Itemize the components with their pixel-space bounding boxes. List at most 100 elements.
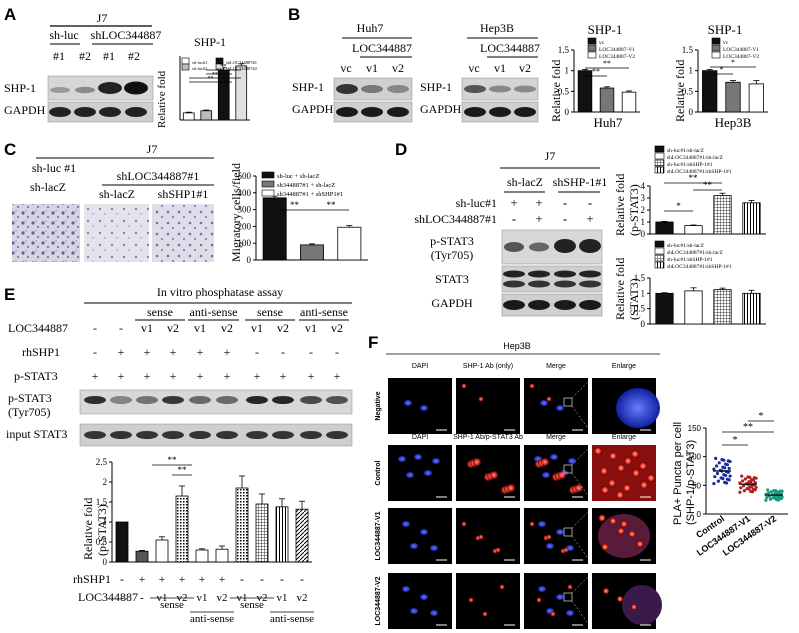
panel-b: B Huh7 LOC344887 vc v1 v2 SHP-1 GAPDH He… (288, 5, 768, 130)
lane-label: v2 (519, 61, 531, 75)
legend-label: vc (723, 40, 729, 46)
panel-f: F Hep3B DAPI SHP-1 Ab (only) Merge EnlargeD… (368, 333, 788, 630)
pla-punctum (495, 547, 501, 553)
y-axis-label: (SHP-1/p-STAT3) (685, 440, 697, 525)
legend-swatch (711, 51, 721, 59)
microscopy-grid: DAPI SHP-1 Ab (only) Merge Enlarge DAPI SHP-1… (375, 363, 662, 630)
pla-punctum (482, 611, 488, 617)
y-axis-label: Relative fold (81, 498, 95, 560)
band (300, 396, 322, 404)
legend-swatch (654, 152, 665, 160)
cell-line-label: J7 (545, 149, 556, 163)
zoom-line (571, 572, 593, 594)
y-tick-label: 1.5 (96, 497, 108, 507)
data-point (779, 497, 783, 501)
col-label: sh-lacZ (507, 175, 543, 189)
legend-label: shLOC344887#1/sh-lacZ (667, 250, 724, 256)
bar (748, 83, 764, 113)
column-title: Enlarge (612, 363, 636, 370)
legend-swatch (587, 37, 597, 45)
data-point (727, 478, 731, 482)
bar (255, 503, 269, 563)
pla-punctum (563, 547, 569, 553)
band (162, 431, 184, 439)
data-point (712, 467, 716, 471)
lane-label: vc (468, 61, 479, 75)
cell-line-label: J7 (97, 11, 108, 25)
row-label: rhSHP1 (22, 345, 60, 359)
band (162, 396, 184, 404)
legend-swatch (587, 51, 597, 59)
nucleus (540, 400, 548, 406)
nucleus (568, 458, 576, 464)
group-header: anti-sense (300, 305, 348, 319)
lane-label: v1 (366, 61, 378, 75)
data-point (715, 464, 719, 468)
nucleus (420, 405, 428, 411)
blot-bands (84, 396, 348, 439)
condition-grid: sense anti-sense sense anti-sense - - v1 v2 v1 v2… (92, 305, 349, 383)
legend-swatch (654, 166, 665, 174)
nucleus (410, 608, 418, 614)
data-point (774, 489, 778, 493)
lane-label: vc (340, 61, 351, 75)
blot-label: SHP-1 (420, 80, 452, 94)
lane-label: v2 (392, 61, 404, 75)
legend-swatch (654, 247, 665, 255)
condition-cell: - (93, 345, 97, 359)
migration-image-1 (12, 204, 80, 262)
y-axis-label: Relative fold (613, 258, 627, 320)
data-point (748, 475, 752, 479)
bottom-loc: v1 (277, 592, 288, 604)
bar (742, 202, 761, 235)
significance-label: ** (168, 455, 178, 465)
western-blot-stat3 (501, 265, 603, 293)
column-title: SHP-1 Ab (only) (463, 363, 513, 370)
nucleus (430, 545, 438, 551)
legend-label: shLOC344887#1/sh-lacZ (667, 155, 724, 161)
pla-punctum (478, 534, 484, 540)
significance-label: ** (212, 72, 218, 78)
data-point (741, 484, 746, 488)
y-axis-label: Relative fold (549, 60, 563, 122)
chart-title: SHP-1 (194, 35, 226, 49)
legend-label: sh-luc + sh-lacZ (277, 173, 319, 180)
pla-punctum (608, 479, 616, 487)
chart-d-pstat3: 0 1 2 3 4 sh-luc#1/sh-lacZshLOC344887#1/sh-la… (641, 145, 766, 239)
sub-label: anti-sense (270, 613, 314, 625)
legend-swatch (654, 254, 665, 262)
condition-cell: + (308, 369, 315, 383)
data-point (738, 490, 742, 494)
pla-punctum (461, 383, 467, 389)
microscopy-image (388, 573, 452, 629)
cell-line-label: Huh7 (357, 21, 384, 35)
sign-cell: + (586, 211, 593, 226)
blot-label: GAPDH (420, 102, 462, 116)
data-point (764, 498, 768, 502)
sign-grid: + + - -- + - + (510, 195, 593, 226)
condition-cell: + (280, 369, 287, 383)
data-point (743, 477, 747, 481)
y-tick-label: 3 (641, 193, 646, 203)
legend-label: sh344887#1 + shSHP1#1 (277, 191, 343, 198)
y-tick-label: 0 (689, 107, 694, 117)
panel-e: E In vitro phosphatase assay sense anti-s… (4, 285, 353, 625)
legend-label: shLOC344887#1/shSHP-1#1 (667, 169, 732, 175)
pla-punctum (647, 474, 655, 482)
legend-swatch (261, 180, 275, 188)
legend-swatch (261, 189, 275, 197)
legend-label: sh-luc#2 (192, 66, 208, 71)
nucleus (420, 529, 428, 535)
bottom-loc: - (120, 592, 124, 604)
nucleus (566, 610, 574, 616)
pla-punctum (594, 447, 602, 455)
significance-label: ** (290, 200, 300, 210)
legend-swatch (711, 37, 721, 45)
nucleus (430, 610, 438, 616)
legend-label: sh-luc#1/sh-lacZ (667, 148, 705, 154)
chart-title: SHP-1 (708, 22, 743, 37)
significance-label: ** (216, 68, 222, 74)
sign-cell: + (510, 195, 517, 210)
bottom-loc: v2 (217, 592, 228, 604)
